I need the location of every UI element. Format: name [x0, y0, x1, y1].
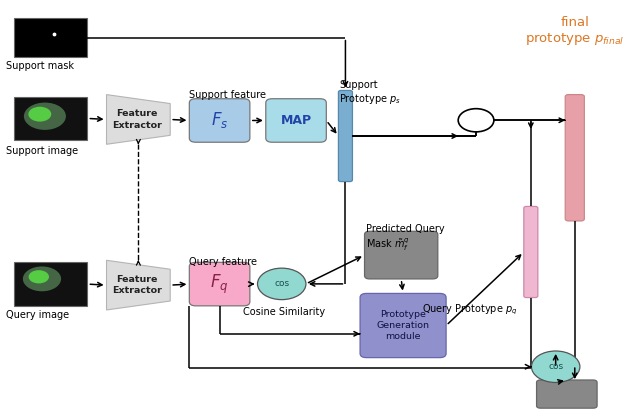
Text: Query Prototype $p_q$: Query Prototype $p_q$	[422, 303, 517, 317]
FancyBboxPatch shape	[266, 99, 326, 142]
Circle shape	[458, 109, 494, 132]
FancyBboxPatch shape	[565, 95, 584, 221]
FancyBboxPatch shape	[524, 206, 538, 298]
Text: Support
Prototype $p_s$: Support Prototype $p_s$	[339, 80, 401, 106]
Text: Predicted Query
Mask $\tilde{m}_f^q$: Predicted Query Mask $\tilde{m}_f^q$	[366, 224, 444, 253]
Circle shape	[531, 351, 580, 382]
Text: Feature
Extractor: Feature Extractor	[112, 109, 162, 130]
Text: Cosine Similarity: Cosine Similarity	[243, 307, 326, 317]
Circle shape	[29, 270, 49, 284]
Text: Query image: Query image	[6, 310, 70, 320]
Text: MAP: MAP	[280, 114, 312, 127]
Text: final
prototype $p_{final}$: final prototype $p_{final}$	[525, 16, 625, 47]
Text: cos: cos	[274, 279, 289, 289]
FancyBboxPatch shape	[360, 294, 446, 358]
FancyBboxPatch shape	[536, 380, 597, 408]
Text: Support image: Support image	[6, 146, 79, 156]
FancyBboxPatch shape	[189, 99, 250, 142]
Circle shape	[257, 268, 306, 300]
Circle shape	[28, 107, 51, 122]
Text: Support mask: Support mask	[6, 61, 74, 71]
FancyBboxPatch shape	[189, 262, 250, 306]
Text: Support feature: Support feature	[189, 90, 266, 100]
Text: cos: cos	[548, 362, 563, 371]
Text: Prototype
Generation
module: Prototype Generation module	[376, 309, 429, 342]
Polygon shape	[106, 95, 170, 144]
Text: $F_s$: $F_s$	[211, 111, 228, 131]
Bar	[14, 97, 88, 140]
Circle shape	[24, 103, 66, 130]
Bar	[14, 18, 88, 57]
Text: Query feature: Query feature	[189, 257, 257, 267]
Polygon shape	[106, 260, 170, 310]
Circle shape	[23, 266, 61, 291]
Text: $F_q$: $F_q$	[211, 272, 229, 296]
FancyBboxPatch shape	[339, 90, 353, 181]
FancyBboxPatch shape	[365, 231, 438, 279]
Text: Feature
Extractor: Feature Extractor	[112, 275, 162, 295]
Bar	[14, 262, 88, 306]
